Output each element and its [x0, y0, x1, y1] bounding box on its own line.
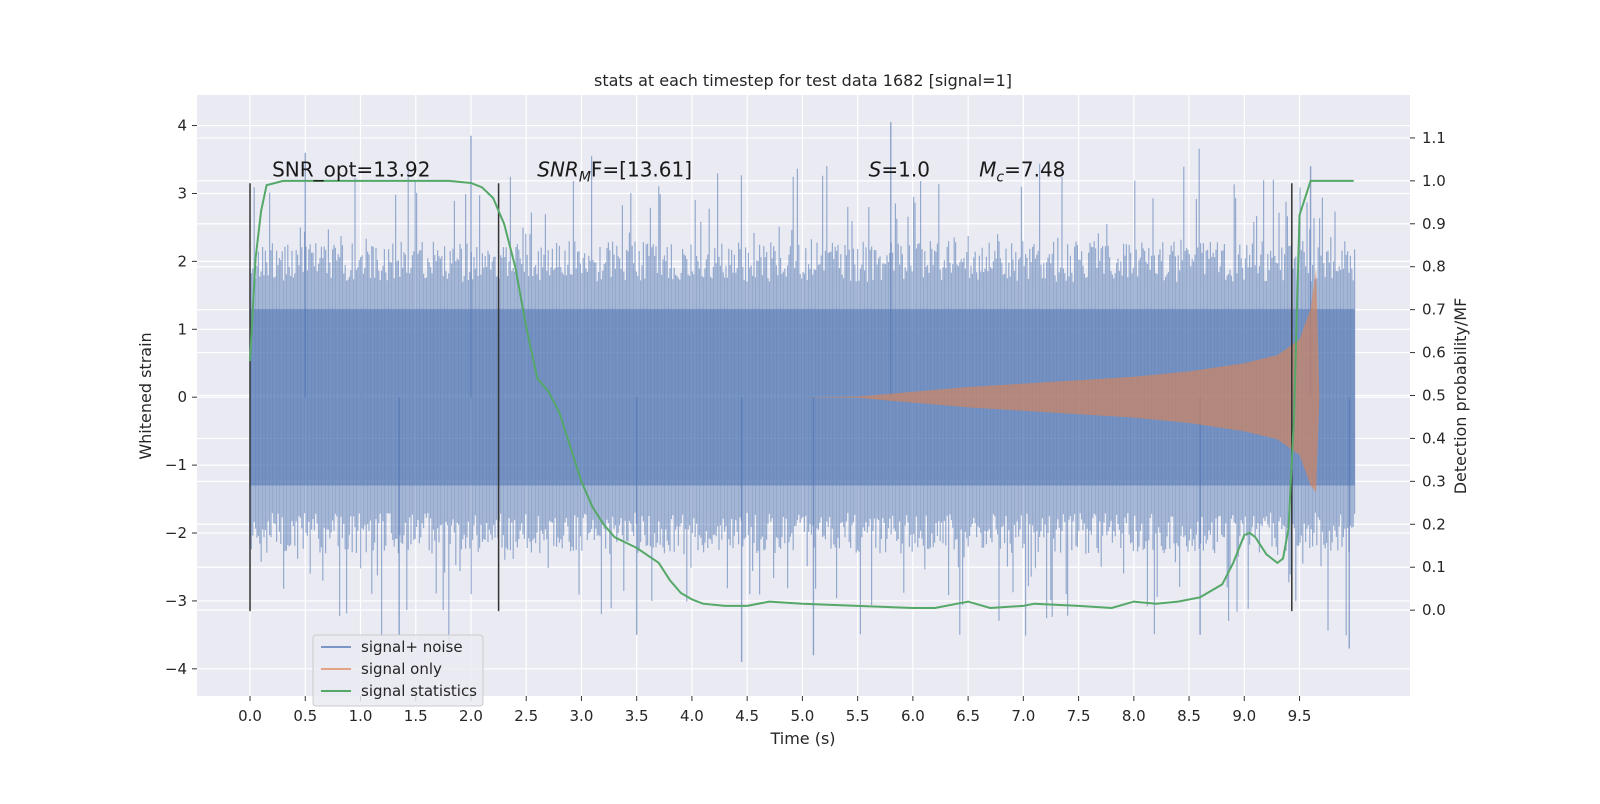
legend: signal+ noise signal only signal statist…: [312, 634, 484, 707]
annotations: SNR_opt=13.92 SNRMF=[13.61] S=1.0 Mc=7.48: [272, 157, 1065, 185]
annotation-rest: F=[13.61]: [591, 157, 692, 181]
x-tick-label: 8.5: [1177, 707, 1201, 725]
annotation-base: SNR: [537, 157, 579, 181]
x-axis-ticks: 0.0 0.5 1.0 1.5 2.0 2.5 3.0 3.5 4.0 4.5 5.0 5.5 6.0 6…: [238, 696, 1311, 725]
x-tick-label: 1.0: [349, 707, 373, 725]
chart-title: stats at each timestep for test data 168…: [594, 71, 1012, 90]
x-tick-label: 9.0: [1232, 707, 1256, 725]
annotation: S=1.0: [869, 157, 930, 181]
y2-tick-label: 0.3: [1422, 472, 1446, 490]
annotation-rest: =1.0: [881, 157, 930, 181]
y2-tick-label: 1.0: [1422, 172, 1446, 190]
legend-label-signal-statistics: signal statistics: [361, 682, 477, 700]
x-tick-label: 4.5: [735, 707, 759, 725]
y2-tick-label: 0.7: [1422, 301, 1446, 319]
x-tick-label: 1.5: [404, 707, 428, 725]
x-tick-label: 9.5: [1288, 707, 1312, 725]
vertical-markers: [249, 183, 1293, 612]
y-tick-label: 3: [177, 184, 187, 202]
annotation: SNRMF=[13.61]: [537, 157, 692, 185]
y2-tick-label: 0.1: [1422, 558, 1446, 576]
x-tick-label: 6.0: [901, 707, 925, 725]
y-tick-label: −1: [165, 456, 187, 474]
y2-tick-label: 0.2: [1422, 515, 1446, 533]
y2-tick-label: 0.8: [1422, 258, 1446, 276]
y2-tick-label: 0.9: [1422, 215, 1446, 233]
signal-statistics-series: [249, 179, 1354, 610]
y-axis-label: Whitened strain: [136, 332, 155, 459]
x-tick-label: 3.0: [570, 707, 594, 725]
y2-tick-label: 0.6: [1422, 344, 1446, 362]
x-tick-label: 2.0: [459, 707, 483, 725]
annotation: Mc=7.48: [979, 157, 1065, 185]
x-tick-label: 0.5: [293, 707, 317, 725]
y-tick-label: −3: [165, 592, 187, 610]
y2-tick-label: 1.1: [1422, 129, 1446, 147]
y-tick-label: 1: [177, 320, 187, 338]
y-tick-label: −2: [165, 524, 187, 542]
x-tick-label: 7.0: [1011, 707, 1035, 725]
x-tick-label: 0.0: [238, 707, 262, 725]
x-tick-label: 5.5: [846, 707, 870, 725]
legend-label-signal-noise: signal+ noise: [361, 638, 463, 656]
y-tick-label: 4: [177, 117, 187, 135]
annotation-base: M: [979, 157, 996, 181]
x-tick-label: 7.5: [1067, 707, 1091, 725]
annotation-base: S: [869, 157, 882, 181]
x-tick-label: 4.0: [680, 707, 704, 725]
x-tick-label: 8.0: [1122, 707, 1146, 725]
legend-label-signal-only: signal only: [361, 660, 442, 678]
y-tick-label: −4: [165, 660, 187, 678]
annotation-subscript: c: [996, 169, 1004, 185]
y-axis-right-ticks: 1.1 1.0 0.9 0.8 0.7 0.6 0.5 0.4 0.3 0.2 0.1 0.0: [1410, 129, 1446, 619]
annotation-subscript: M: [579, 169, 591, 185]
x-tick-label: 6.5: [956, 707, 980, 725]
y-tick-label: 0: [177, 388, 187, 406]
y-axis-right-label: Detection probability/MF: [1451, 298, 1470, 495]
x-tick-label: 3.5: [625, 707, 649, 725]
x-tick-label: 5.0: [790, 707, 814, 725]
y-tick-label: 2: [177, 252, 187, 270]
annotation: SNR_opt=13.92: [272, 157, 430, 181]
annotation-rest: =7.48: [1004, 157, 1065, 181]
y-axis-left-ticks: 4 3 2 1 0 −1 −2 −3 −4: [165, 117, 197, 678]
y2-tick-label: 0.5: [1422, 387, 1446, 405]
x-tick-label: 2.5: [514, 707, 538, 725]
y2-tick-label: 0.0: [1422, 601, 1446, 619]
y2-tick-label: 0.4: [1422, 429, 1446, 447]
x-axis-label: Time (s): [769, 729, 835, 748]
signal-only-series: [802, 268, 1320, 493]
legend-box: [312, 634, 484, 707]
